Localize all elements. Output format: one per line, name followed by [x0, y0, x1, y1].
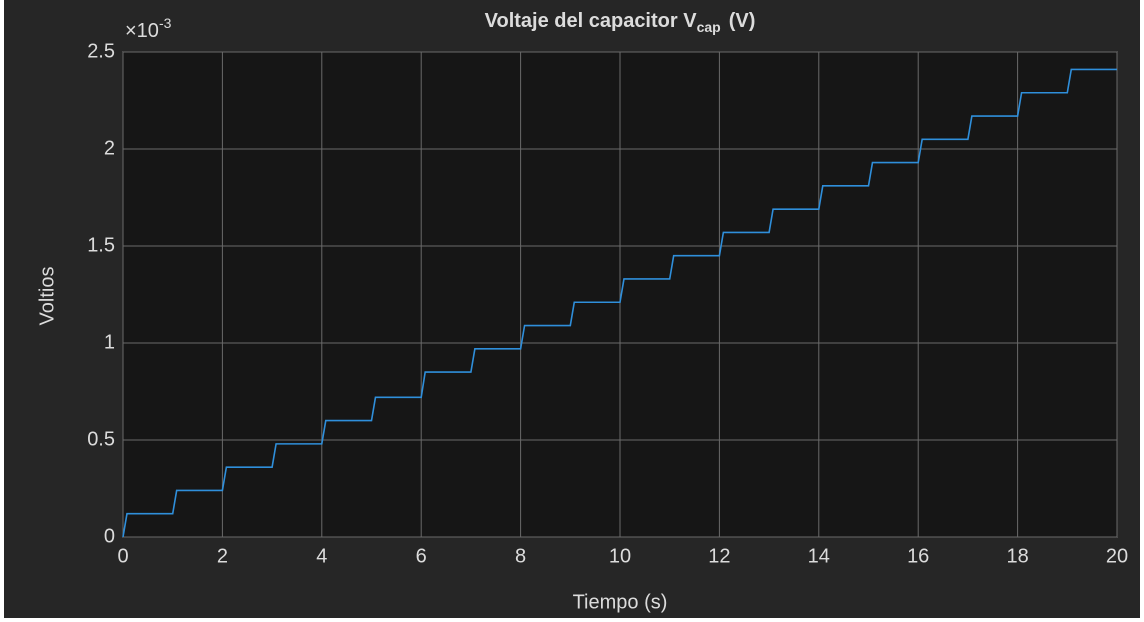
chart-title: Voltaje del capacitor Vcap (V): [485, 10, 756, 34]
x-tick-label: 4: [316, 545, 327, 567]
x-tick-label: 12: [708, 545, 730, 567]
x-tick-label: 14: [808, 545, 830, 567]
exponent-base: ×10: [125, 20, 159, 42]
y-tick-label: 2: [104, 137, 115, 159]
x-tick-label: 10: [609, 545, 631, 567]
y-tick-label: 1: [104, 331, 115, 353]
title-main: Voltaje del capacitor V: [485, 10, 698, 32]
y-exponent: ×10-3: [125, 15, 172, 43]
y-tick-label: 0.5: [87, 428, 115, 450]
y-axis-label: Voltios: [36, 267, 58, 326]
x-tick-label: 8: [515, 545, 526, 567]
x-tick-label: 16: [907, 545, 929, 567]
exponent-power: -3: [159, 15, 172, 31]
x-tick-label: 20: [1106, 545, 1128, 567]
x-tick-label: 2: [217, 545, 228, 567]
title-subscript: cap: [697, 19, 721, 35]
data-line: [122, 68, 1117, 538]
y-tick-label: 2.5: [87, 40, 115, 62]
x-tick-label: 6: [416, 545, 427, 567]
title-suffix: (V): [729, 10, 756, 32]
y-tick-label: 0: [104, 525, 115, 547]
y-tick-label: 1.5: [87, 234, 115, 256]
x-tick-label: 18: [1006, 545, 1028, 567]
x-tick-label: 0: [117, 545, 128, 567]
x-axis-label: Tiempo (s): [573, 591, 668, 613]
